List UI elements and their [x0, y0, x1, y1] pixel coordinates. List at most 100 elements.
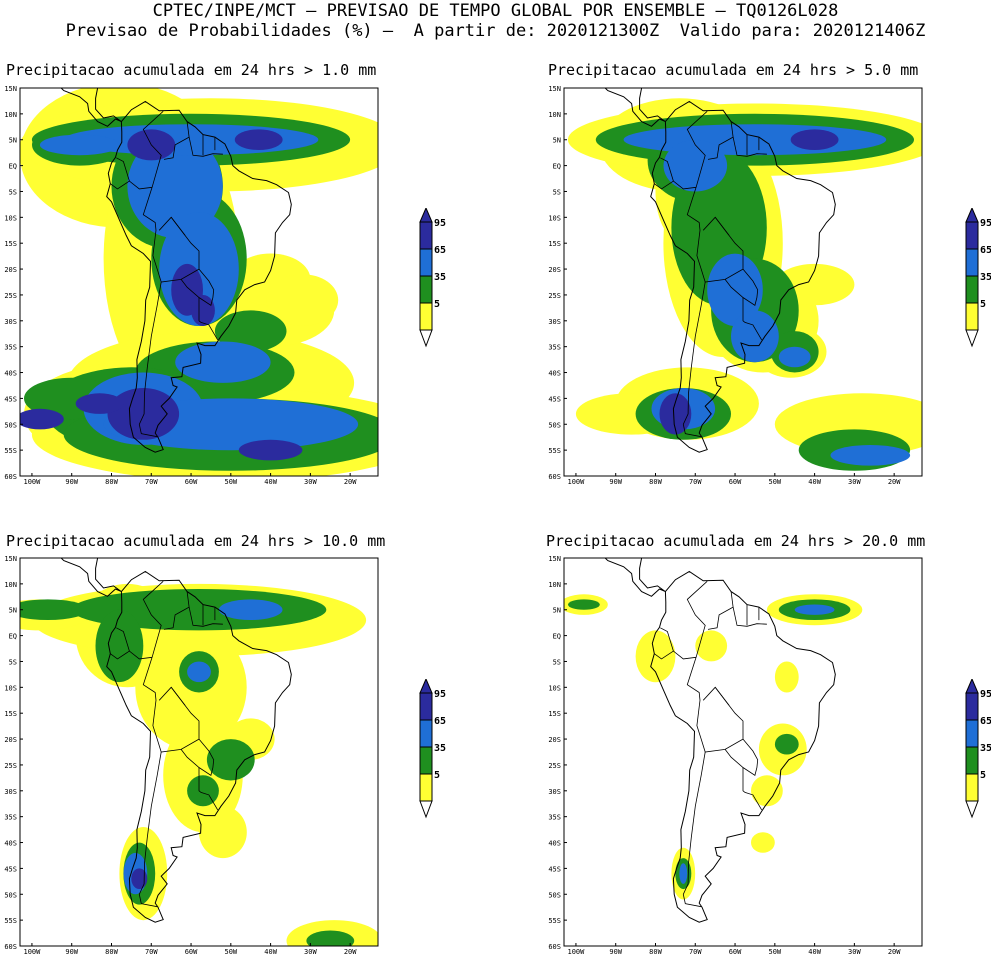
lon-tick-label: 80W [649, 948, 662, 954]
lat-tick-label: 25S [4, 762, 17, 770]
legend-label: 5 [434, 770, 440, 781]
lat-tick-label: EQ [553, 633, 561, 641]
lon-tick-label: 70W [145, 948, 158, 954]
country-border [158, 216, 186, 236]
legend-label: 95 [434, 218, 446, 229]
lat-tick-label: 5N [553, 137, 561, 145]
lat-tick-label: 50S [4, 421, 17, 429]
lat-tick-label: 55S [548, 917, 561, 925]
coastline [650, 570, 836, 923]
country-border [198, 767, 219, 811]
country-border [686, 111, 708, 188]
legend-label: 35 [434, 743, 446, 754]
lat-tick-label: 55S [548, 447, 561, 455]
panel-2-title: Precipitacao acumulada em 24 hrs > 5.0 m… [548, 61, 919, 79]
coastline [60, 558, 122, 597]
probability-field [564, 558, 922, 946]
legend-cap-top [419, 208, 433, 223]
panel-3-legend: 95 65 35 5 [419, 679, 446, 819]
lat-tick-label: 40S [548, 840, 561, 848]
probability-contour [774, 661, 799, 693]
lat-tick-label: 5N [553, 607, 561, 615]
legend-swatch [419, 302, 433, 331]
figure-title: CPTEC/INPE/MCT – PREVISAO DE TEMPO GLOBA… [152, 1, 839, 21]
legend-label: 35 [980, 272, 991, 283]
country-border [724, 738, 759, 776]
lat-tick-label: 15N [548, 555, 561, 563]
lat-tick-label: 30S [4, 318, 17, 326]
map-frame [563, 557, 923, 947]
country-border [682, 751, 706, 908]
panel-1-title: Precipitacao acumulada em 24 hrs > 1.0 m… [6, 61, 377, 79]
lat-tick-label: 15S [548, 240, 561, 248]
probability-contour [778, 346, 811, 368]
probability-contour [187, 775, 219, 807]
legend-label: 35 [434, 272, 446, 283]
lat-tick-label: 20S [548, 736, 561, 744]
lon-tick-label: 20W [344, 478, 357, 484]
lat-tick-label: 40S [4, 840, 17, 848]
lon-tick-label: 70W [689, 478, 702, 484]
probability-contour [266, 274, 339, 326]
probability-contour [127, 134, 223, 238]
country-border [158, 686, 186, 706]
lon-tick-label: 90W [609, 478, 622, 484]
legend-cap-top [419, 679, 433, 694]
country-border [732, 607, 767, 627]
lat-tick-label: 10S [548, 214, 561, 222]
country-border [742, 767, 763, 811]
probability-contour [187, 661, 211, 683]
country-border [163, 591, 190, 630]
probability-contour [774, 733, 799, 755]
legend-label: 65 [434, 716, 446, 727]
legend-label: 5 [434, 299, 440, 310]
probability-contour [751, 832, 775, 853]
lat-tick-label: 40S [4, 370, 17, 378]
lat-tick-label: 35S [548, 814, 561, 822]
legend-swatch [419, 248, 433, 277]
lat-tick-label: 25S [548, 292, 561, 300]
probability-contour [306, 930, 355, 946]
legend-label: 5 [980, 770, 986, 781]
lat-tick-label: 45S [548, 865, 561, 873]
country-border [732, 137, 767, 157]
lat-tick-label: 40S [548, 370, 561, 378]
country-border [180, 738, 215, 776]
probability-contour [75, 393, 124, 414]
legend-swatch [419, 221, 433, 250]
country-border [707, 591, 734, 630]
lat-tick-label: 15N [4, 555, 17, 563]
lon-tick-label: 90W [65, 948, 78, 954]
lon-tick-label: 20W [344, 948, 357, 954]
legend-label: 35 [980, 743, 991, 754]
legend-cap-top [965, 679, 979, 694]
map-frame [19, 557, 379, 947]
probability-contour [679, 863, 688, 884]
panel-1-map: 15N 10N 5N EQ 5S 10S 15S 20S 25S 30S 35S 40S 45S 50S 5… [4, 85, 379, 484]
coastline [604, 558, 666, 597]
lat-tick-label: EQ [553, 163, 561, 171]
country-border [742, 297, 763, 341]
lat-tick-label: 15S [4, 710, 17, 718]
legend-swatch [965, 746, 979, 775]
lon-tick-label: 80W [105, 478, 118, 484]
probability-contour [107, 388, 180, 440]
country-border [180, 268, 215, 306]
probability-contour [731, 310, 779, 363]
country-border [660, 627, 674, 652]
probability-contour [238, 439, 303, 461]
coastline [604, 88, 666, 127]
legend-cap-bottom [965, 800, 979, 819]
panel-2-legend: 95 65 35 5 [965, 208, 991, 348]
coastline [106, 100, 292, 453]
legend-swatch [965, 275, 979, 304]
probability-contour [175, 341, 271, 383]
lon-tick-label: 60W [729, 948, 742, 954]
lon-tick-label: 30W [304, 478, 317, 484]
lat-tick-label: 35S [548, 344, 561, 352]
legend-swatch [419, 275, 433, 304]
lon-tick-label: 20W [888, 478, 901, 484]
lat-tick-label: 10S [4, 684, 17, 692]
country-border [682, 281, 706, 438]
lon-tick-label: 50W [224, 478, 237, 484]
